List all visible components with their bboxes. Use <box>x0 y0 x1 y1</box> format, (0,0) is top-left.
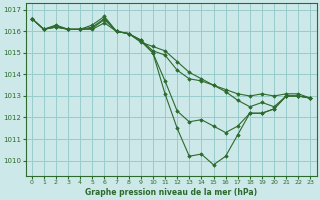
X-axis label: Graphe pression niveau de la mer (hPa): Graphe pression niveau de la mer (hPa) <box>85 188 257 197</box>
